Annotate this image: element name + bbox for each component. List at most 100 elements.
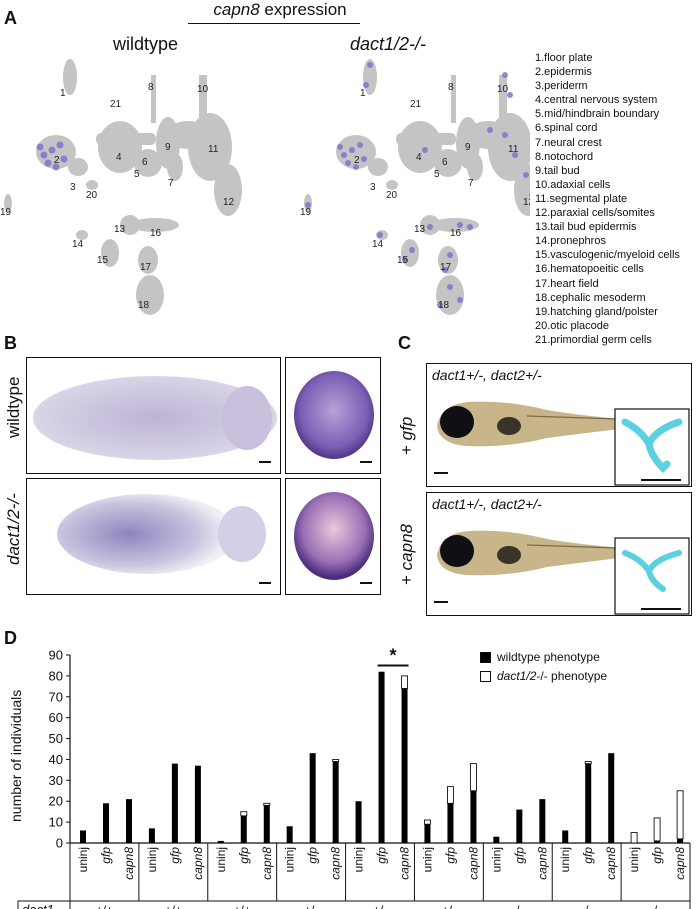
bar-mutant: [584, 761, 592, 765]
umap-cluster-label: 20: [386, 190, 398, 201]
umap-cluster: [167, 153, 183, 181]
cluster-legend-item: 14.pronephros: [535, 235, 606, 248]
genotype-cell: -/-: [650, 903, 661, 909]
larva-gfp-frame: dact1+/-, dact2+/-: [426, 363, 692, 487]
umap-cluster-label: 11: [208, 144, 219, 155]
umap-expression-dot: [487, 127, 493, 133]
umap-cluster-label: 17: [140, 262, 152, 273]
umap-expression-dot: [512, 152, 518, 158]
genotype-cell: -/-: [581, 903, 592, 909]
cluster-legend-item: 9.tail bud: [535, 164, 580, 177]
cluster-legend-item: 11.segmental plate: [535, 192, 628, 205]
larva-capn8-genotype: dact1+/-, dact2+/-: [432, 496, 542, 512]
x-tick-label: uninj: [145, 847, 159, 872]
umap-cluster-label: 11: [508, 144, 519, 155]
umap-cluster-label: 15: [397, 255, 409, 266]
umap-expression-dot: [349, 147, 355, 153]
umap-cluster-label: 19: [300, 207, 312, 218]
bar-mutant: [401, 675, 409, 689]
umap-expression-dot: [422, 147, 428, 153]
genotype-cell: +/-: [304, 903, 318, 909]
x-tick-label: capn8: [191, 847, 205, 880]
title-underline: [188, 23, 360, 24]
cluster-legend-item: 13.tail bud epidermis: [535, 221, 637, 234]
bar-wildtype: [309, 753, 316, 843]
umap-title-mutant: dact1/2-/-: [350, 34, 427, 54]
panel-c-label-gfp-gene: gfp: [397, 416, 416, 441]
umap-cluster-label: 1: [360, 88, 366, 99]
cluster-legend-item: 7.neural crest: [535, 136, 602, 149]
umap-cluster-label: 10: [497, 84, 509, 95]
umap-cluster: [199, 75, 207, 135]
bar-wildtype: [103, 803, 109, 843]
bar-mutant: [630, 832, 638, 844]
umap-expression-dot: [457, 222, 463, 228]
significance-star: *: [390, 645, 397, 665]
x-tick-label: uninj: [420, 847, 434, 872]
x-tick-label: gfp: [237, 847, 251, 864]
bar-mutant: [423, 819, 431, 825]
umap-cluster-label: 14: [72, 239, 84, 250]
panel-c-label-gfp: + gfp: [397, 417, 417, 455]
umap-expression-dot: [40, 151, 48, 159]
panel-c-label-capn8: + capn8: [397, 524, 417, 585]
umap-cluster-label: 2: [354, 155, 360, 166]
umap-cluster-label: 2: [54, 155, 60, 166]
bar-wildtype: [516, 809, 523, 843]
umap-cluster-label: 18: [138, 300, 150, 311]
umap-cluster-label: 3: [70, 182, 76, 193]
x-tick-label: capn8: [604, 847, 618, 880]
x-tick-label: uninj: [283, 847, 297, 872]
bar-wildtype: [585, 763, 592, 843]
bar-mutant: [263, 802, 271, 806]
cluster-legend-item: 15.vasculogenic/myeloid cells: [535, 249, 680, 262]
flatmount-mutant-image: [57, 494, 271, 584]
umap-cluster: [68, 158, 88, 176]
embryo-wildtype: [285, 357, 381, 474]
bar-wildtype: [562, 830, 569, 843]
umap-cluster-label: 1: [60, 88, 66, 99]
cluster-legend: 1.floor plate 2.epidermis 3.periderm 4.cent…: [535, 51, 680, 347]
umap-cluster-label: 17: [440, 262, 452, 273]
bar-mutant: [332, 758, 340, 762]
cluster-legend-item: 21.primordial germ cells: [535, 333, 652, 346]
panel-letter-c: C: [398, 333, 411, 353]
umap-expression-dot: [507, 92, 513, 98]
cluster-legend-item: 18.cephalic mesoderm: [535, 291, 646, 304]
umap-expression-dot: [305, 202, 311, 208]
panel-b-label-mutant: dact1/2-/-: [4, 493, 23, 565]
umap-cluster: [4, 194, 12, 212]
bar-wildtype: [240, 815, 247, 843]
x-tick-label: gfp: [99, 847, 113, 864]
legend-swatch-mutant: [480, 671, 491, 682]
flatmount-mutant: [26, 478, 281, 595]
panel-letter-b: B: [4, 333, 17, 353]
figure-title: capn8 expression: [0, 0, 560, 20]
umap-expression-dot: [447, 284, 453, 290]
umap-cluster-label: 14: [372, 239, 384, 250]
x-tick-label: gfp: [443, 847, 457, 864]
umap-cluster: [76, 230, 88, 240]
umap-cluster-label: 7: [468, 178, 474, 189]
y-tick-label: 10: [49, 815, 63, 830]
umap-cluster: [434, 149, 462, 177]
y-tick-label: 70: [49, 689, 63, 704]
umap-expression-dot: [60, 155, 68, 163]
embryo-wildtype-image: [294, 371, 374, 463]
umap-expression-dot: [467, 224, 473, 230]
title-gene: capn8: [213, 0, 260, 19]
embryo-mutant-image: [294, 492, 374, 584]
umap-cluster: [136, 275, 164, 315]
umap-expression-dot: [357, 142, 363, 148]
x-tick-label: uninj: [352, 847, 366, 872]
genotype-row-label: dact1: [22, 902, 54, 909]
umap-cluster-label: 19: [0, 207, 12, 218]
umap-cluster-label: 8: [448, 82, 454, 93]
legend-label-mutant: dact1/2-/- phenotype: [497, 669, 607, 683]
umap-expression-dot: [502, 72, 508, 78]
y-tick-label: 80: [49, 668, 63, 683]
x-tick-label: gfp: [375, 847, 389, 864]
umap-cluster-label: 6: [442, 157, 448, 168]
x-tick-label: uninj: [76, 847, 90, 872]
